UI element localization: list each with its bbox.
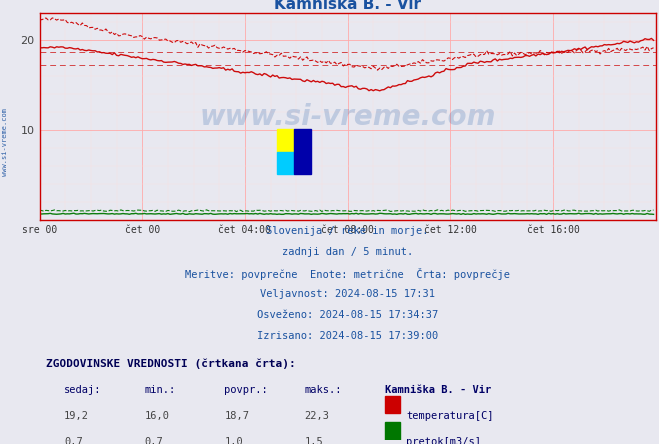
Text: 0,7: 0,7 (64, 437, 83, 444)
Text: Meritve: povprečne  Enote: metrične  Črta: povprečje: Meritve: povprečne Enote: metrične Črta:… (185, 268, 510, 280)
Text: povpr.:: povpr.: (224, 385, 268, 395)
Bar (385, 422, 400, 440)
Text: www.si-vreme.com: www.si-vreme.com (2, 108, 9, 176)
Text: 16,0: 16,0 (144, 411, 169, 421)
Text: zadnji dan / 5 minut.: zadnji dan / 5 minut. (282, 247, 413, 257)
Bar (277, 151, 294, 174)
Text: maks.:: maks.: (304, 385, 342, 395)
Text: Izrisano: 2024-08-15 17:39:00: Izrisano: 2024-08-15 17:39:00 (257, 331, 438, 341)
Text: 1,5: 1,5 (304, 437, 324, 444)
Text: sedaj:: sedaj: (64, 385, 101, 395)
Text: 0,7: 0,7 (144, 437, 163, 444)
Bar (385, 396, 400, 413)
Text: www.si-vreme.com: www.si-vreme.com (200, 103, 496, 131)
Text: 1,0: 1,0 (224, 437, 243, 444)
Text: 22,3: 22,3 (304, 411, 330, 421)
Text: 18,7: 18,7 (224, 411, 249, 421)
Text: Slovenija / reke in morje.: Slovenija / reke in morje. (266, 226, 429, 236)
Text: min.:: min.: (144, 385, 175, 395)
Text: ZGODOVINSKE VREDNOSTI (črtkana črta):: ZGODOVINSKE VREDNOSTI (črtkana črta): (45, 358, 295, 369)
Text: Osveženo: 2024-08-15 17:34:37: Osveženo: 2024-08-15 17:34:37 (257, 310, 438, 320)
Bar (277, 129, 294, 151)
Text: Veljavnost: 2024-08-15 17:31: Veljavnost: 2024-08-15 17:31 (260, 289, 435, 299)
Bar (294, 129, 310, 174)
Text: temperatura[C]: temperatura[C] (406, 411, 494, 421)
Text: pretok[m3/s]: pretok[m3/s] (406, 437, 481, 444)
Title: Kamniška B. - Vir: Kamniška B. - Vir (274, 0, 421, 12)
Text: 19,2: 19,2 (64, 411, 89, 421)
Text: Kamniška B. - Vir: Kamniška B. - Vir (385, 385, 491, 395)
